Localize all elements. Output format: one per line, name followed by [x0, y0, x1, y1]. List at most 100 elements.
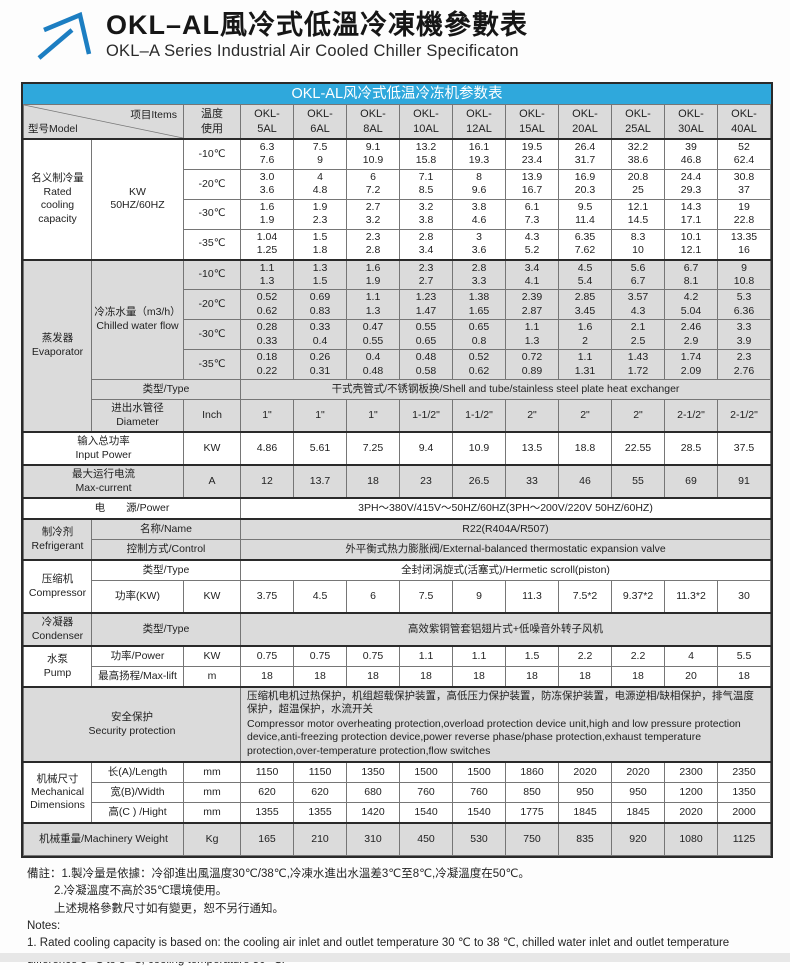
value-cell: 9.4 — [399, 431, 453, 466]
value-cell: 950 — [558, 782, 612, 804]
note-line: 上述規格參數尺寸如有變更，恕不另行通知。 — [54, 902, 284, 915]
value-cell: 1150 — [240, 761, 294, 784]
value-cell: 7.1 8.5 — [399, 168, 453, 200]
value-cell: 52 62.4 — [717, 137, 771, 170]
rowgroup-label-refrigerant: 制冷剂 Refrigerant — [23, 518, 92, 561]
merged-value: R22(R404A/R507) — [240, 518, 771, 540]
value-cell: 18 — [399, 666, 453, 688]
temp-label: -35℃ — [183, 349, 241, 380]
value-cell: 450 — [399, 822, 453, 857]
value-cell: 13.35 16 — [717, 228, 771, 261]
value-cell: 13.9 16.7 — [505, 168, 559, 200]
unit-label: Kg — [183, 822, 241, 857]
value-cell: 0.69 0.83 — [293, 289, 347, 321]
value-cell: 0.72 0.89 — [505, 349, 559, 380]
value-cell: 6.35 7.62 — [558, 228, 612, 261]
value-cell: 0.48 0.58 — [399, 349, 453, 380]
value-cell: 10.9 — [452, 431, 506, 466]
unit-label: KW — [183, 580, 241, 614]
value-cell: 2" — [611, 399, 665, 433]
note-line: 2.冷凝溫度不高於35℃環境使用。 — [54, 885, 228, 898]
value-cell: 2.7 3.2 — [346, 198, 400, 230]
value-cell: 18 — [346, 666, 400, 688]
value-cell: 8.3 10 — [611, 228, 665, 261]
value-cell: 1" — [346, 399, 400, 433]
unit-label: A — [183, 464, 241, 499]
value-cell: 16.1 19.3 — [452, 137, 506, 170]
value-cell: 4.5 5.4 — [558, 258, 612, 291]
value-cell: 2.2 — [611, 645, 665, 667]
value-cell: 24.4 29.3 — [664, 168, 718, 200]
value-cell: 310 — [346, 822, 400, 857]
value-cell: 5.3 6.36 — [717, 289, 771, 321]
value-cell: 1150 — [293, 761, 347, 784]
value-cell: 0.18 0.22 — [240, 349, 294, 380]
row-label: 类型/Type — [91, 612, 241, 647]
value-cell: 0.33 0.4 — [293, 319, 347, 351]
value-cell: 1.38 1.65 — [452, 289, 506, 321]
value-cell: 0.47 0.55 — [346, 319, 400, 351]
value-cell: 835 — [558, 822, 612, 857]
value-cell: 19 22.8 — [717, 198, 771, 230]
value-cell: 2020 — [558, 761, 612, 784]
value-cell: 2020 — [664, 802, 718, 824]
value-cell: 8 9.6 — [452, 168, 506, 200]
value-cell: 5.5 — [717, 645, 771, 667]
value-cell: 6.7 8.1 — [664, 258, 718, 291]
page-title-en: OKL–A Series Industrial Air Cooled Chill… — [106, 42, 519, 61]
value-cell: 1.74 2.09 — [664, 349, 718, 380]
value-cell: 3.57 4.3 — [611, 289, 665, 321]
value-cell: 3.75 — [240, 580, 294, 614]
value-cell: 750 — [505, 822, 559, 857]
rowgroup-label-compressor: 压缩机 Compressor — [23, 559, 92, 614]
value-cell: 0.75 — [293, 645, 347, 667]
value-cell: 39 46.8 — [664, 137, 718, 170]
row-label: 类型/Type — [91, 559, 241, 581]
value-cell: 2" — [505, 399, 559, 433]
value-cell: 1.1 1.3 — [346, 289, 400, 321]
value-cell: 1-1/2" — [452, 399, 506, 433]
value-cell: 1.5 1.8 — [293, 228, 347, 261]
value-cell: 1355 — [240, 802, 294, 824]
page-title-cn: OKL–AL風冷式低溫冷凍機參數表 — [106, 10, 528, 40]
value-cell: 55 — [611, 464, 665, 499]
value-cell: 9.5 11.4 — [558, 198, 612, 230]
value-cell: 91 — [717, 464, 771, 499]
value-cell: 7.5*2 — [558, 580, 612, 614]
value-cell: 9 10.8 — [717, 258, 771, 291]
value-cell: 1.43 1.72 — [611, 349, 665, 380]
value-cell: 13.7 — [293, 464, 347, 499]
unit-label: KW — [183, 431, 241, 466]
value-cell: 1125 — [717, 822, 771, 857]
items-label: 项目Items — [130, 109, 177, 121]
value-cell: 19.5 23.4 — [505, 137, 559, 170]
row-label-security: 安全保护 Security protection — [23, 685, 241, 763]
value-cell: 2.46 2.9 — [664, 319, 718, 351]
spec-table-wrapper: OKL-AL风冷式低温冷冻机参数表 型号Model 项目Items 温度 使用 OKL-… — [21, 82, 773, 859]
value-cell: 0.26 0.31 — [293, 349, 347, 380]
value-cell: 1.1 1.3 — [505, 319, 559, 351]
value-cell: 0.65 0.8 — [452, 319, 506, 351]
value-cell: 4.86 — [240, 431, 294, 466]
security-text: 压缩机电机过热保护，机组超载保护装置，高低压力保护装置，防冻保护装置，电源逆相/… — [240, 685, 771, 763]
value-cell: 13.2 15.8 — [399, 137, 453, 170]
value-cell: 6.1 7.3 — [505, 198, 559, 230]
value-cell: 7.25 — [346, 431, 400, 466]
value-cell: 1860 — [505, 761, 559, 784]
value-cell: 3 3.6 — [452, 228, 506, 261]
row-label: 功率/Power — [91, 645, 184, 667]
temp-label: -20℃ — [183, 168, 241, 200]
model-header: OKL- 5AL — [240, 104, 294, 140]
unit-label: mm — [183, 782, 241, 804]
value-cell: 11.3*2 — [664, 580, 718, 614]
value-cell: 1" — [293, 399, 347, 433]
value-cell: 1200 — [664, 782, 718, 804]
value-cell: 1.23 1.47 — [399, 289, 453, 321]
page-header: OKL–AL風冷式低溫冷凍機參數表 OKL–A Series Industria… — [34, 6, 528, 62]
value-cell: 3.0 3.6 — [240, 168, 294, 200]
temp-label: -10℃ — [183, 258, 241, 291]
value-cell: 18 — [717, 666, 771, 688]
merged-value: 高效紫铜管套铝翅片式+低噪音外转子风机 — [240, 612, 771, 647]
value-cell: 4.5 — [293, 580, 347, 614]
table-caption: OKL-AL风冷式低温冷冻机参数表 — [23, 84, 771, 104]
